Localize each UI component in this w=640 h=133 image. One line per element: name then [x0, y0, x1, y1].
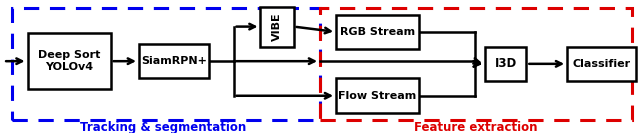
Text: Classifier: Classifier — [573, 59, 630, 69]
Text: I3D: I3D — [495, 57, 516, 70]
Text: Feature extraction: Feature extraction — [415, 121, 538, 133]
Bar — [336, 78, 419, 113]
Bar — [12, 8, 320, 120]
Text: VIBE: VIBE — [272, 12, 282, 41]
Text: Deep Sort
YOLOv4: Deep Sort YOLOv4 — [38, 50, 100, 72]
Bar — [567, 47, 636, 81]
Text: RGB Stream: RGB Stream — [340, 27, 415, 37]
Text: SiamRPN+: SiamRPN+ — [141, 56, 207, 66]
Bar — [320, 8, 632, 120]
Bar — [28, 33, 111, 89]
Bar — [260, 7, 294, 47]
Text: Tracking & segmentation: Tracking & segmentation — [80, 121, 246, 133]
Bar — [485, 47, 527, 81]
Text: Flow Stream: Flow Stream — [339, 91, 417, 101]
Bar — [139, 44, 209, 78]
Bar — [336, 15, 419, 49]
